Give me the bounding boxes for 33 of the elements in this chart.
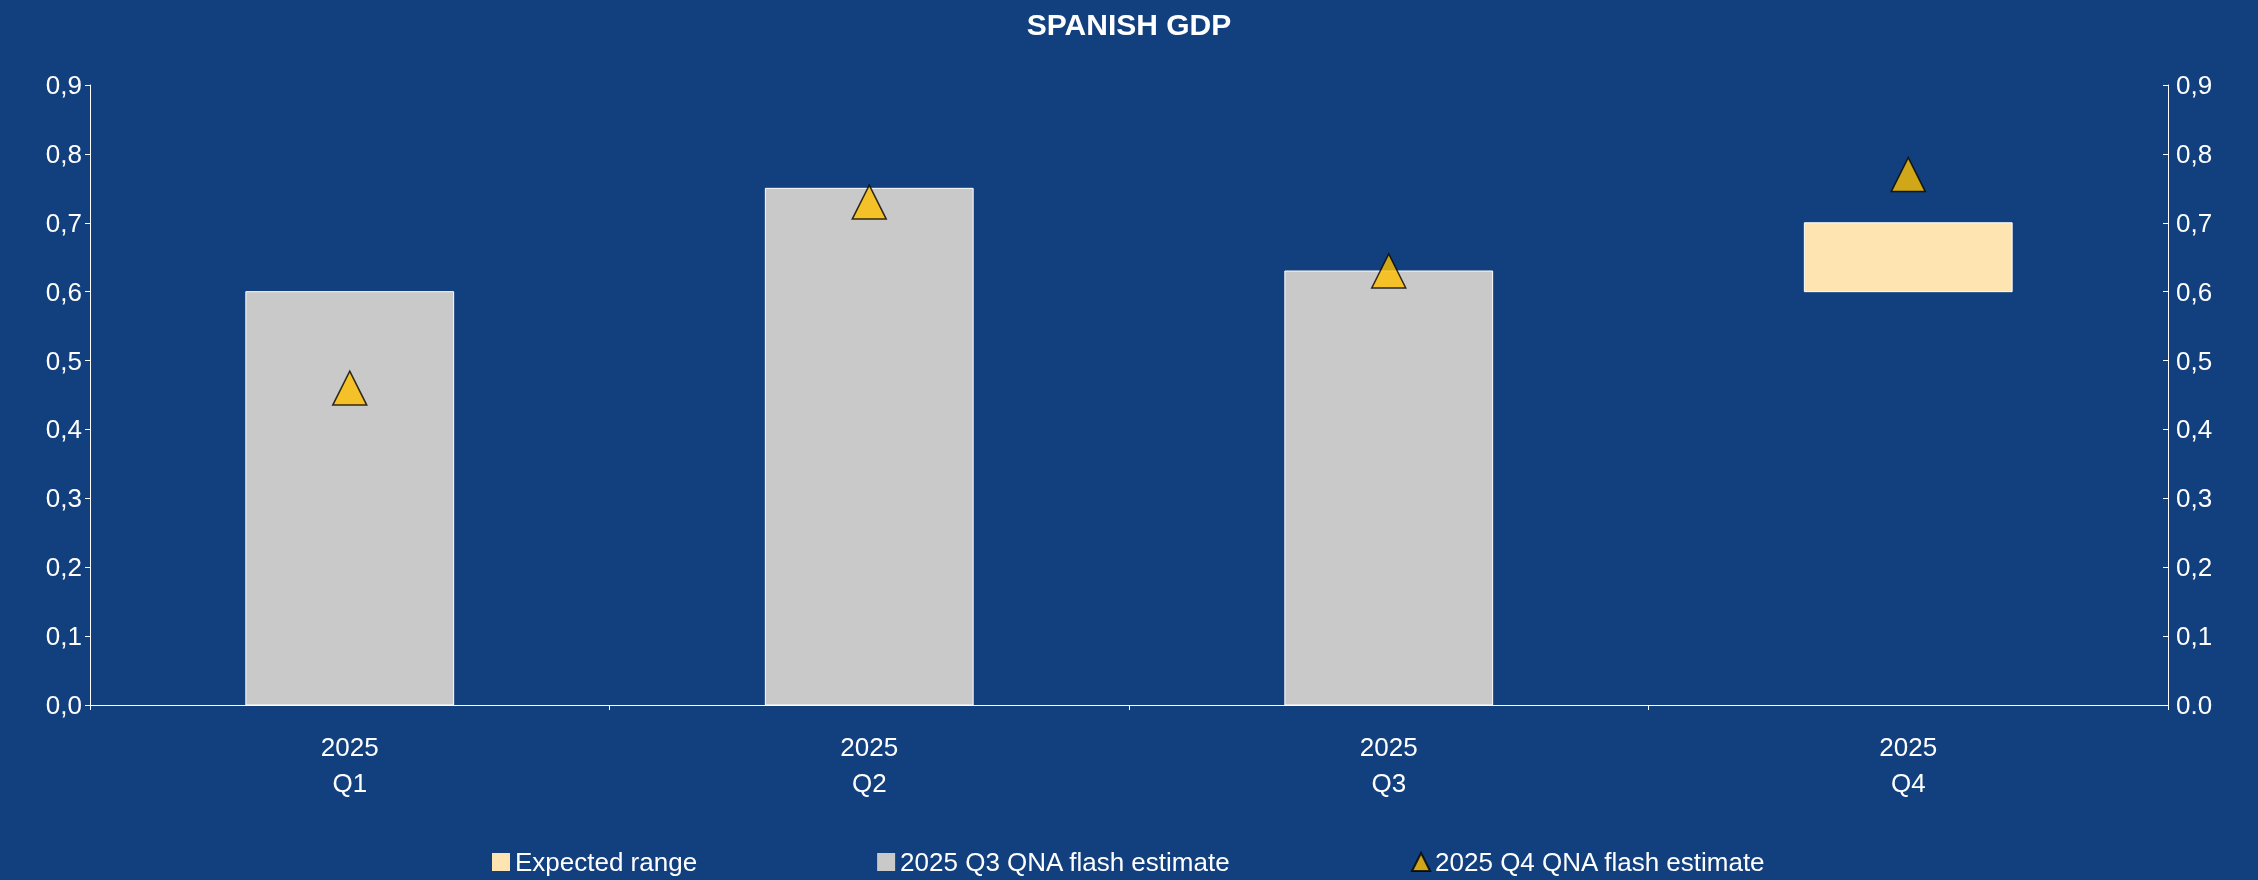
y-tick-label: 0,7 bbox=[45, 207, 82, 238]
y-tick-label: 0,5 bbox=[45, 345, 82, 376]
y2-tick-label: 0,7 bbox=[2176, 207, 2213, 238]
point bbox=[332, 370, 368, 406]
x-tick-label: 2025 Q2 bbox=[840, 732, 899, 798]
y-tick-label: 0,6 bbox=[45, 276, 82, 307]
y2-tick-label: 0,6 bbox=[2176, 276, 2213, 307]
y2-tick-label: 0,4 bbox=[2176, 414, 2213, 445]
y-tick-label: 0,9 bbox=[45, 70, 82, 100]
point bbox=[1890, 156, 1926, 193]
x-tick-label: 2025 Q1 bbox=[320, 732, 379, 798]
y2-tick-label: 0,5 bbox=[2176, 345, 2213, 376]
y2-tick-label: 0,9 bbox=[2176, 70, 2213, 100]
y2-tick-label: 0,2 bbox=[2176, 552, 2213, 583]
y-tick-label: 0,0 bbox=[45, 690, 82, 720]
y-tick-label: 0,3 bbox=[45, 483, 82, 514]
y2-tick-label: 0.0 bbox=[2176, 690, 2213, 720]
y2-tick-label: 0,8 bbox=[2176, 138, 2213, 169]
y-tick-label: 0,4 bbox=[45, 414, 82, 445]
x-tick-label: 2025 Q4 bbox=[1879, 732, 1938, 798]
bar bbox=[1803, 222, 2013, 293]
chart-title: SPANISH GDP bbox=[1026, 7, 1232, 41]
y2-tick-label: 0,3 bbox=[2176, 483, 2213, 514]
legend-label: Expected range bbox=[515, 847, 698, 877]
y-tick-label: 0,8 bbox=[45, 138, 82, 169]
point bbox=[851, 184, 887, 220]
y2-tick-label: 0,1 bbox=[2176, 621, 2213, 652]
y-tick-label: 0,2 bbox=[45, 552, 82, 583]
point bbox=[1371, 253, 1407, 289]
legend-label: 2025 Q4 QNA flash estimate bbox=[1435, 847, 1765, 877]
legend-label: 2025 Q3 QNA flash estimate bbox=[900, 847, 1230, 877]
x-tick-label: 2025 Q3 bbox=[1359, 732, 1418, 798]
y-tick-label: 0,1 bbox=[45, 621, 82, 652]
